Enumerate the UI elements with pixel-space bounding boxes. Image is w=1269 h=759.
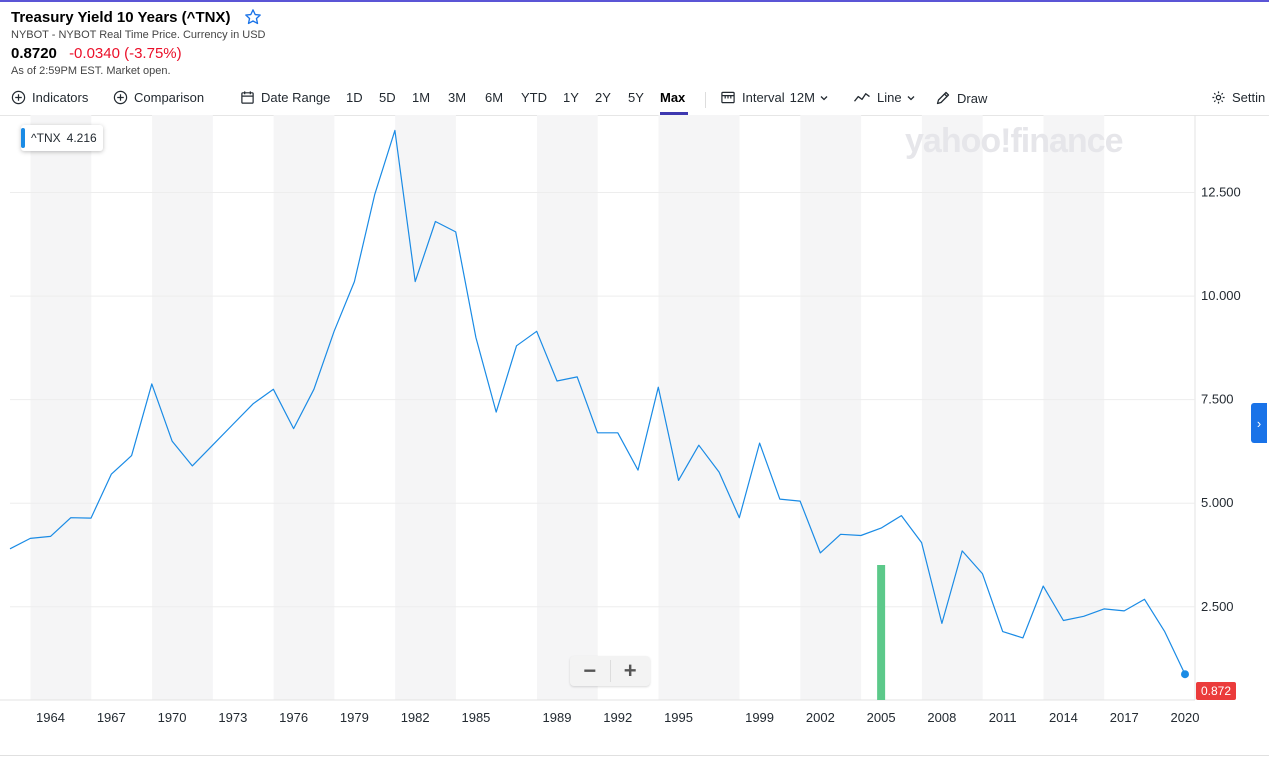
draw-button[interactable]: Draw — [935, 90, 987, 106]
x-tick-label: 2002 — [806, 710, 835, 725]
page-title: Treasury Yield 10 Years (^TNX) — [11, 8, 231, 26]
year-band — [658, 115, 740, 700]
year-band — [921, 115, 983, 700]
star-outline-icon[interactable] — [244, 8, 262, 26]
x-tick-label: 1999 — [745, 710, 774, 725]
calendar-icon — [241, 91, 254, 104]
interval-icon — [721, 91, 735, 104]
bottom-border — [0, 755, 1269, 756]
x-tick-label: 2005 — [867, 710, 896, 725]
x-tick-label: 1995 — [664, 710, 693, 725]
draw-label: Draw — [957, 90, 988, 106]
interval-label: Interval — [742, 90, 785, 105]
indicators-label: Indicators — [32, 90, 89, 105]
year-band — [536, 115, 598, 700]
last-price-dot — [1181, 670, 1189, 679]
x-tick-label: 2008 — [927, 710, 956, 725]
top-accent-line — [0, 0, 1269, 2]
toolbar-divider — [705, 92, 706, 108]
zoom-out-button[interactable]: − — [583, 658, 597, 683]
y-tick-label: 5.000 — [1201, 495, 1234, 510]
y-tick-label: 7.500 — [1201, 392, 1234, 407]
price-series-line — [9, 129, 1186, 675]
range-1y[interactable]: 1Y — [563, 90, 579, 105]
zoom-in-button[interactable]: + — [623, 658, 637, 683]
price-chart[interactable]: 12.500 10.000 7.500 5.000 2.500 1964 1967 1970… — [0, 115, 1269, 755]
chevron-down-icon — [820, 95, 828, 100]
range-5y[interactable]: 5Y — [628, 90, 644, 105]
year-band — [30, 115, 92, 700]
legend-symbol: ^TNX — [31, 131, 61, 145]
y-tick-label: 12.500 — [1201, 185, 1241, 200]
year-band — [395, 115, 456, 700]
x-tick-label: 1985 — [461, 710, 490, 725]
y-tick-label: 2.500 — [1201, 599, 1234, 614]
x-tick-label: 1964 — [36, 710, 65, 725]
exchange-info: NYBOT - NYBOT Real Time Price. Currency … — [11, 29, 266, 41]
x-tick-label: 2020 — [1171, 710, 1200, 725]
x-tick-label: 1989 — [543, 710, 572, 725]
year-band — [800, 115, 862, 700]
series-legend[interactable]: ^TNX 4.216 — [21, 125, 103, 151]
expand-panel-tab[interactable]: › — [1251, 403, 1267, 443]
chart-toolbar: Indicators Comparison Date Range 1D 5D 1… — [0, 86, 1269, 115]
quote-header: Treasury Yield 10 Years (^TNX) NYBOT - N… — [11, 8, 266, 78]
comparison-label: Comparison — [134, 90, 205, 105]
zoom-divider — [609, 660, 611, 682]
y-tick-label: 10.000 — [1201, 288, 1241, 303]
chart-type-label: Line — [877, 90, 902, 105]
range-5d[interactable]: 5D — [379, 90, 396, 105]
chevron-down-icon — [907, 95, 915, 100]
active-range-indicator — [660, 112, 688, 115]
series-color-marker — [21, 128, 25, 148]
range-ytd[interactable]: YTD — [521, 90, 547, 105]
x-tick-label: 2017 — [1110, 710, 1139, 725]
x-tick-label: 1970 — [158, 710, 187, 725]
toolbar-border — [0, 115, 1269, 116]
range-1m[interactable]: 1M — [412, 90, 431, 105]
gear-icon — [1212, 91, 1225, 104]
legend-value: 4.216 — [66, 131, 97, 145]
as-of-timestamp: As of 2:59PM EST. Market open. — [11, 65, 171, 77]
settings-button[interactable]: Settin — [1211, 90, 1265, 105]
zoom-controls: − + — [570, 656, 650, 686]
x-tick-label: 1976 — [279, 710, 308, 725]
x-tick-label: 1992 — [603, 710, 632, 725]
range-6m[interactable]: 6M — [485, 90, 504, 105]
range-2y[interactable]: 2Y — [595, 90, 611, 105]
x-tick-label: 1979 — [340, 710, 369, 725]
x-tick-label: 1973 — [218, 710, 247, 725]
x-tick-label: 2014 — [1049, 710, 1078, 725]
volume-bar — [877, 565, 886, 700]
yahoo-finance-watermark: yahoo!finance — [905, 122, 1123, 160]
comparison-button[interactable]: Comparison — [113, 90, 204, 105]
interval-value: 12M — [789, 90, 815, 105]
x-tick-label: 1967 — [97, 710, 126, 725]
x-tick-label: 1982 — [401, 710, 430, 725]
plus-circle-icon — [11, 90, 26, 105]
pencil-icon — [936, 91, 950, 105]
date-range-button[interactable]: Date Range — [240, 90, 330, 105]
indicators-button[interactable]: Indicators — [11, 90, 88, 105]
interval-dropdown[interactable]: Interval 12M — [720, 90, 829, 105]
range-1d[interactable]: 1D — [346, 90, 363, 105]
line-chart-icon — [853, 93, 870, 102]
date-range-label: Date Range — [261, 90, 331, 105]
range-3m[interactable]: 3M — [448, 90, 467, 105]
settings-label: Settin — [1232, 90, 1266, 105]
last-value-tag: 0.872 — [1196, 682, 1236, 700]
chart-type-dropdown[interactable]: Line — [853, 90, 916, 105]
plus-circle-icon — [113, 90, 128, 105]
x-tick-label: 2011 — [989, 710, 1017, 725]
price-change: -0.0340 (-3.75%) — [69, 45, 182, 62]
chevron-right-icon: › — [1256, 415, 1262, 431]
current-price: 0.8720 — [11, 45, 57, 62]
year-band — [1043, 115, 1105, 700]
range-max[interactable]: Max — [660, 90, 686, 105]
year-band — [152, 115, 213, 700]
